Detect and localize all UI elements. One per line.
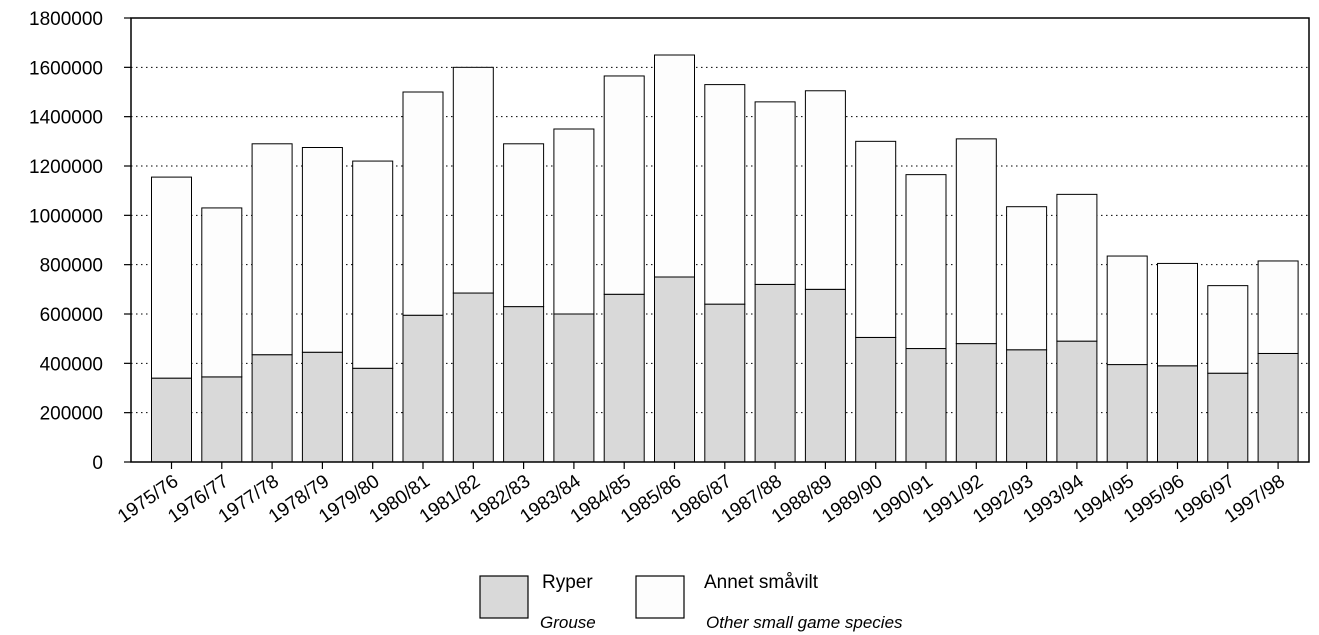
bar-annet-smavilt <box>754 101 796 285</box>
bar-annet-smavilt <box>553 128 595 315</box>
bar-annet-smavilt <box>1257 260 1299 354</box>
bar-ryper <box>1106 364 1148 463</box>
bar-ryper <box>1006 349 1048 463</box>
bar-annet-smavilt <box>251 143 293 356</box>
y-tick-label: 600000 <box>40 305 103 326</box>
bar-ryper <box>754 283 796 463</box>
legend-swatch-annet-smavilt <box>635 575 685 619</box>
bar-annet-smavilt <box>1056 193 1098 342</box>
x-axis: 1975/761976/771977/781978/791979/801980/… <box>114 462 1289 527</box>
bar-annet-smavilt <box>603 75 645 295</box>
bar-annet-smavilt <box>905 174 947 350</box>
bar-ryper <box>553 313 595 463</box>
bar-annet-smavilt <box>804 90 846 290</box>
plot-frame <box>130 17 1310 463</box>
y-tick-label: 0 <box>92 453 103 474</box>
bar-ryper <box>1157 365 1198 463</box>
bar-ryper <box>452 292 494 463</box>
y-tick-label: 1200000 <box>29 157 103 178</box>
bar-ryper <box>201 376 243 463</box>
legend-sublabel-other-small-game: Other small game species <box>706 613 903 632</box>
y-tick-label: 1000000 <box>29 206 103 227</box>
legend-sublabel-grouse: Grouse <box>540 613 596 632</box>
y-tick-label: 1600000 <box>29 58 103 79</box>
y-tick-label: 1800000 <box>29 9 103 30</box>
bar-ryper <box>251 354 293 463</box>
bar-annet-smavilt <box>452 66 494 294</box>
bar-annet-smavilt <box>201 207 243 378</box>
bar-ryper <box>1056 340 1098 463</box>
bar-ryper <box>352 367 394 463</box>
bar-annet-smavilt <box>301 147 343 353</box>
bar-ryper <box>1257 352 1299 463</box>
bar-annet-smavilt <box>352 160 394 369</box>
bar-annet-smavilt <box>654 54 695 278</box>
bar-ryper <box>704 303 746 463</box>
bar-annet-smavilt <box>402 91 444 316</box>
bar-ryper <box>1207 372 1249 463</box>
bar-annet-smavilt <box>704 84 746 305</box>
bar-ryper <box>955 343 997 463</box>
bar-ryper <box>301 351 343 463</box>
bar-annet-smavilt <box>1157 262 1198 367</box>
y-tick-label: 400000 <box>40 354 103 375</box>
bar-annet-smavilt <box>1106 255 1148 366</box>
bar-annet-smavilt <box>151 176 192 379</box>
bar-annet-smavilt <box>855 140 897 338</box>
bar-ryper <box>402 314 444 463</box>
bar-ryper <box>654 276 695 463</box>
bar-ryper <box>603 293 645 463</box>
bar-ryper <box>905 348 947 463</box>
bar-annet-smavilt <box>503 143 545 308</box>
bar-ryper <box>804 288 846 463</box>
y-tick-label: 1400000 <box>29 108 103 129</box>
bar-ryper <box>855 336 897 463</box>
bars <box>151 54 1299 463</box>
bar-annet-smavilt <box>955 138 997 345</box>
y-tick-label: 200000 <box>40 404 103 425</box>
bar-ryper <box>503 306 545 463</box>
y-axis: 0 200000 400000 600000 800000 1000000 1200000 1… <box>29 9 131 474</box>
bar-annet-smavilt <box>1006 206 1048 351</box>
legend-swatch-ryper <box>479 575 529 619</box>
legend-label-ryper: Ryper <box>542 572 593 593</box>
bar-ryper <box>151 377 192 463</box>
legend-label-annet-smavilt: Annet småvilt <box>704 572 819 593</box>
y-tick-label: 800000 <box>40 256 103 277</box>
legend: Ryper Grouse Annet småvilt Other small g… <box>479 572 903 632</box>
bar-annet-smavilt <box>1207 285 1249 374</box>
